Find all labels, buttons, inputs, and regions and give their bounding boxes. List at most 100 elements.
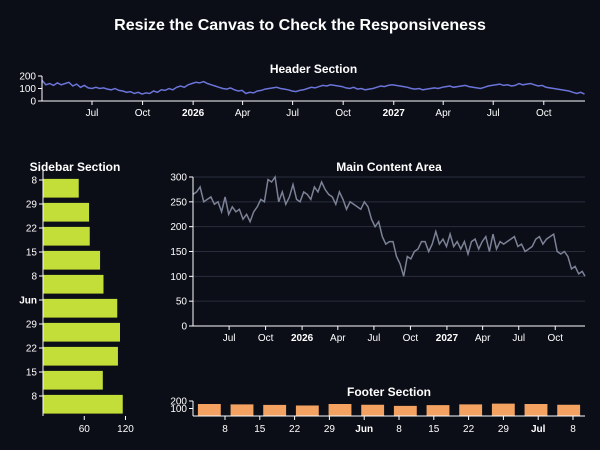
y-tick-label: 200 [19,72,36,83]
x-tick-label: Jun [355,424,373,435]
y-tick: 150 [170,247,193,258]
bar [43,250,101,270]
x-tick-label: Oct [335,108,351,119]
bar [328,404,352,416]
x-tick: Jul [368,326,381,344]
y-tick-label: 300 [170,173,187,184]
y-tick: 100 [19,84,42,95]
x-tick-label: Jul [86,108,99,119]
series-line [41,79,585,95]
x-tick-label: Jul [286,108,299,119]
y-tick: 200 [19,72,42,83]
x-tick-label: 120 [117,424,134,435]
chart-title: Sidebar Section [30,160,121,174]
x-tick: Jul [86,101,99,119]
bar [43,298,118,318]
y-tick-label: 8 [31,392,37,403]
y-tick-label: 8 [31,272,37,283]
bar [43,202,90,222]
x-tick-label: 8 [222,424,228,435]
y-tick: 50 [176,297,193,308]
chart-title: Header Section [270,62,357,76]
x-tick: Apr [330,326,346,344]
y-tick-label: 200 [170,222,187,233]
x-tick-label: Apr [330,333,346,344]
bar [263,404,287,416]
y-tick-label: 100 [19,84,36,95]
x-tick: 8 [222,416,228,435]
y-tick-label: 200 [170,397,187,408]
y-tick-label: 0 [181,322,187,333]
x-tick-label: 60 [79,424,91,435]
x-tick-label: 29 [498,424,510,435]
y-tick-label: 22 [26,224,38,235]
y-tick: 15 [26,248,43,259]
x-tick-label: 29 [324,424,336,435]
x-tick-label: 2026 [291,333,314,344]
x-tick-label: 2027 [383,108,406,119]
chart-title: Footer Section [347,385,431,399]
bar [393,405,417,416]
y-tick-label: 50 [176,297,188,308]
x-tick-label: 15 [428,424,440,435]
bar [43,178,79,198]
y-tick: 0 [30,97,42,108]
y-tick: 0 [181,322,193,333]
x-tick-label: Oct [536,108,552,119]
y-tick: 100 [170,272,193,283]
x-tick-label: Jul [223,333,236,344]
y-tick-label: 8 [31,176,37,187]
x-tick: Apr [435,101,452,119]
y-tick: 300 [170,173,193,184]
bar [43,226,90,246]
y-tick: Jun [19,296,43,307]
x-tick: 29 [324,416,336,435]
x-tick: Jul [223,326,236,344]
y-tick: 250 [170,197,193,208]
bar [43,274,104,294]
x-tick: 2026 [291,326,314,344]
x-tick-label: Oct [135,108,151,119]
y-tick: 15 [26,368,43,379]
x-tick: 15 [428,416,440,435]
x-tick: 60 [79,416,91,435]
bar [230,404,254,416]
x-tick: 8 [396,416,402,435]
y-tick: 8 [31,392,43,403]
x-tick-label: Oct [547,333,563,344]
y-tick-label: Jun [19,296,37,307]
x-tick-label: 8 [396,424,402,435]
x-tick: 22 [463,416,475,435]
y-tick-label: 15 [26,248,38,259]
x-tick: Oct [258,326,274,344]
bar [43,346,118,366]
x-tick-label: 8 [570,424,576,435]
x-tick: 22 [289,416,301,435]
y-tick-label: 22 [26,344,38,355]
y-tick: 200 [170,222,193,233]
y-tick: 22 [26,224,43,235]
x-tick: Jul [512,326,525,344]
x-tick: Apr [475,326,491,344]
x-tick: 8 [570,416,576,435]
x-tick: Jun [355,416,373,435]
x-tick: Oct [547,326,563,344]
x-tick-label: Jul [368,333,381,344]
y-tick-label: 100 [170,272,187,283]
bar [557,404,581,416]
bar [43,370,103,390]
x-tick: Oct [536,101,552,119]
main-content-chart: Main Content Area 0 50 100 150 200 250 300 Jul Oc… [170,160,586,344]
chart-title: Main Content Area [336,160,442,174]
x-tick: Oct [135,101,151,119]
x-tick: 15 [254,416,266,435]
y-tick-label: 100 [170,404,187,415]
x-tick: Jul [531,416,546,435]
x-tick-label: Apr [475,333,491,344]
y-tick: 100 [170,404,193,415]
bar [43,394,123,414]
x-tick-label: 2027 [436,333,459,344]
